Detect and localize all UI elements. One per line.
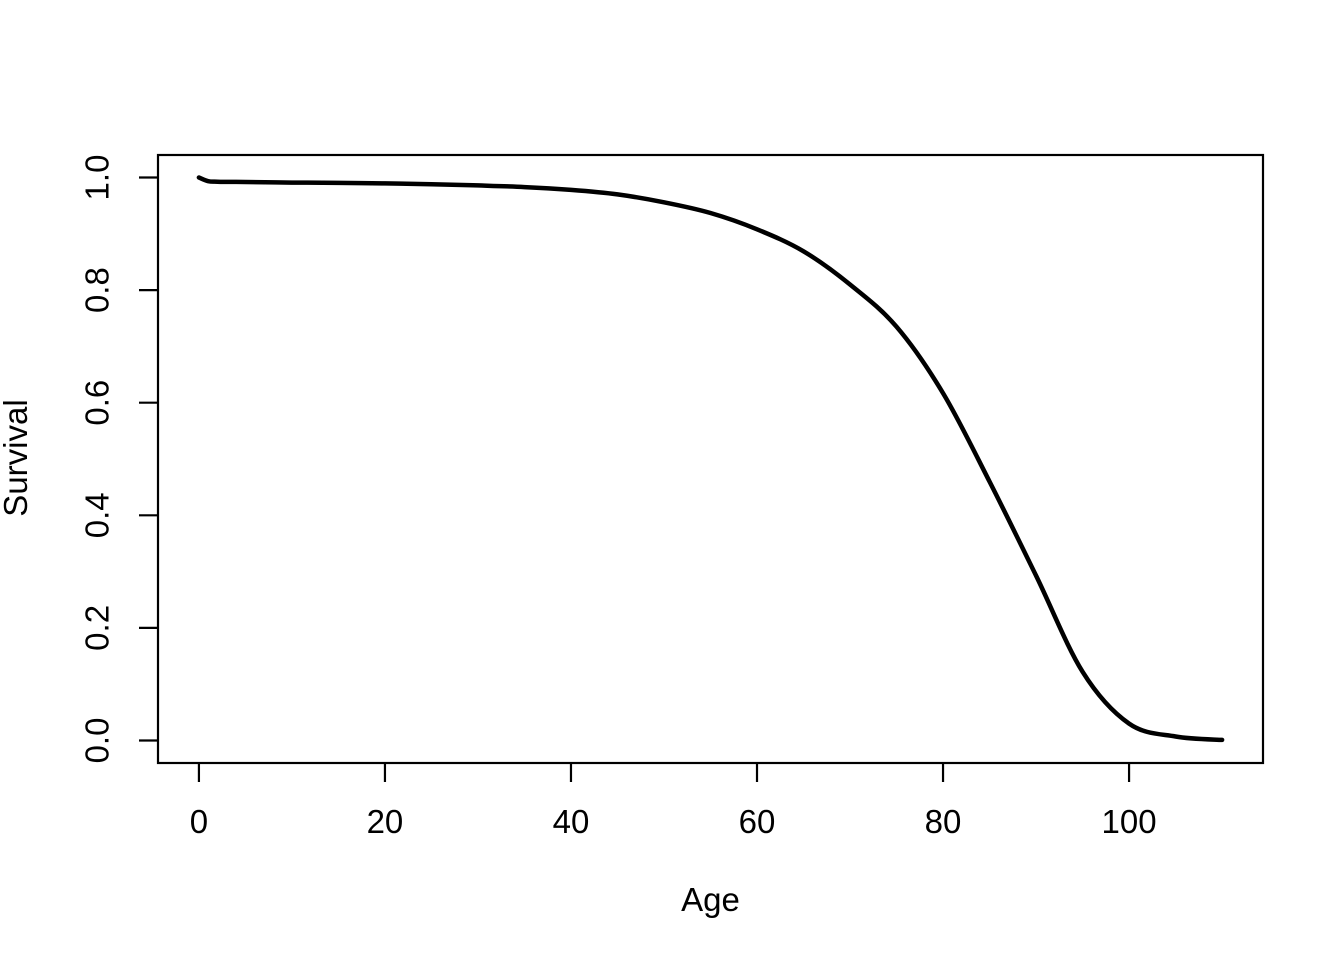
x-axis-title: Age xyxy=(681,881,740,918)
y-axis-tick-label: 0.4 xyxy=(79,492,116,538)
x-axis-tick-label: 80 xyxy=(925,803,962,840)
y-axis-tick-label: 0.2 xyxy=(79,605,116,651)
x-axis-tick-label: 100 xyxy=(1102,803,1157,840)
x-axis-tick-label: 0 xyxy=(190,803,208,840)
y-axis-tick-label: 1.0 xyxy=(79,155,116,201)
y-axis-tick-label: 0.8 xyxy=(79,267,116,313)
x-axis-tick-label: 40 xyxy=(553,803,590,840)
survival-curve-line xyxy=(196,175,1225,743)
y-axis-tick-label: 0.6 xyxy=(79,380,116,426)
y-axis-title: Survival xyxy=(0,399,34,516)
y-axis-tick-label: 0.0 xyxy=(79,718,116,764)
x-axis-tick-label: 60 xyxy=(739,803,776,840)
plot-box xyxy=(156,153,1265,765)
axes-layer: 0 20 40 60 80 100 0.0 0.2 0.4 0.6 0.8 1.0 xyxy=(79,153,1265,840)
curve-layer xyxy=(196,175,1225,743)
x-axis-tick-label: 20 xyxy=(367,803,404,840)
